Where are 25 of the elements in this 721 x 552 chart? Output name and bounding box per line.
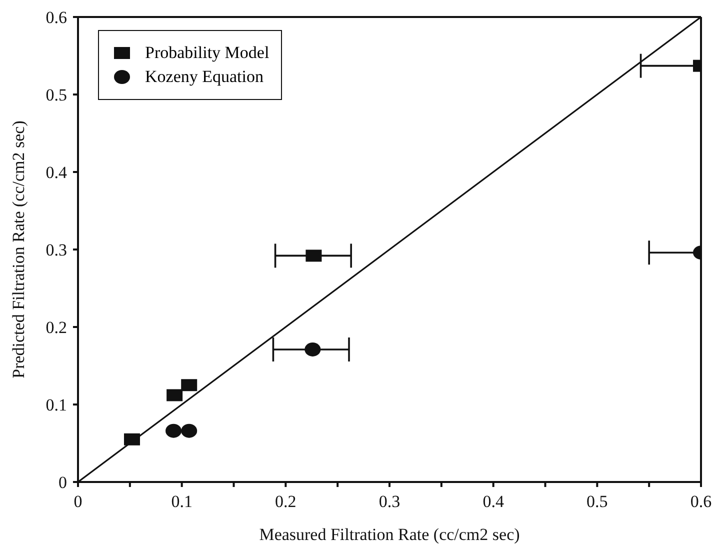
point [124, 433, 140, 446]
point [166, 389, 183, 402]
x-tick-label: 0 [74, 492, 82, 512]
point [304, 342, 321, 356]
legend-label: Probability Model [145, 43, 270, 63]
y-tick-label: 0.4 [46, 163, 68, 182]
point [181, 379, 198, 392]
x-axis-title: Measured Filtration Rate (cc/cm2 sec) [259, 525, 520, 544]
y-tick-label: 0.5 [46, 86, 67, 105]
x-tick-label: 0.4 [482, 492, 504, 512]
point [166, 424, 182, 438]
legend-label: Kozeny Equation [145, 67, 264, 87]
y-axis-title: Predicted Filtration Rate (cc/cm2 sec) [9, 120, 28, 378]
x-tick-label: 0.2 [275, 492, 296, 512]
x-tick-label: 0.6 [690, 492, 712, 512]
point [181, 424, 198, 438]
y-tick-label: 0.6 [46, 8, 67, 28]
x-tick-label: 0.3 [378, 492, 400, 512]
y-tick-label: 0.3 [46, 240, 67, 260]
point [306, 250, 322, 262]
y-tick-label: 0.2 [46, 318, 67, 338]
y-tick-label: 0 [58, 473, 67, 492]
x-tick-label: 0.1 [171, 492, 192, 512]
x-tick-label: 0.5 [586, 492, 608, 512]
y-tick-label: 0.1 [46, 396, 67, 415]
